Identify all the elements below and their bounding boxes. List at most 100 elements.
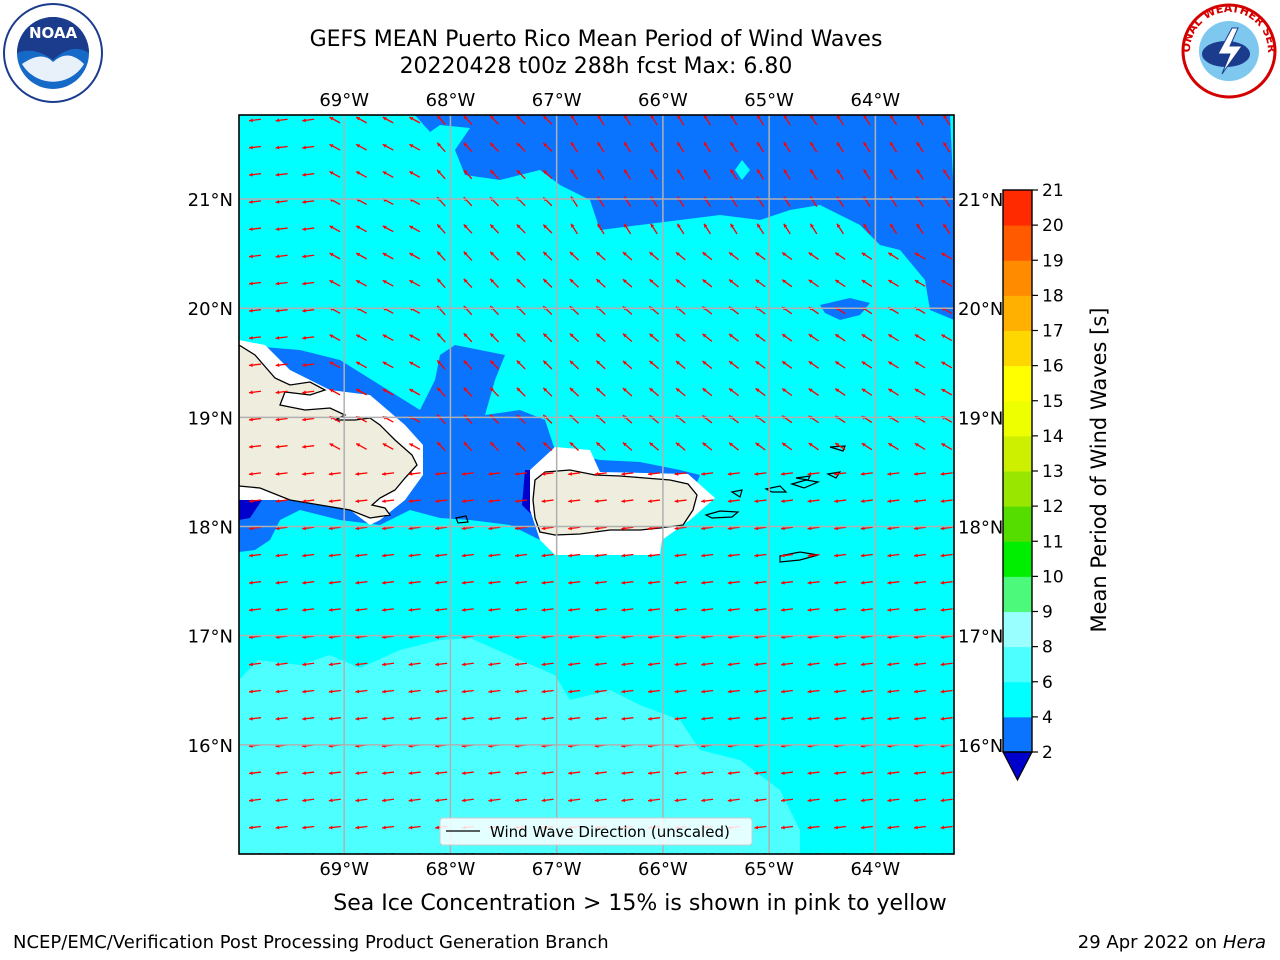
wave-vector bbox=[248, 662, 262, 667]
wave-vector bbox=[887, 662, 900, 667]
wave-vector bbox=[674, 716, 687, 721]
wave-vector bbox=[808, 388, 819, 396]
wave-vector bbox=[754, 825, 767, 830]
wave-vector bbox=[302, 662, 315, 667]
wave-vector bbox=[940, 526, 953, 531]
wave-vector bbox=[328, 499, 341, 504]
colorbar-segment bbox=[1003, 681, 1032, 718]
wave-vector bbox=[248, 118, 262, 123]
wave-vector bbox=[514, 499, 528, 504]
wave-vector bbox=[861, 279, 873, 287]
lon-label: 66°W bbox=[638, 90, 688, 111]
wave-vector bbox=[836, 141, 844, 153]
wave-vector bbox=[887, 388, 899, 396]
colorbar-tick-label: 12 bbox=[1042, 497, 1064, 517]
wave-vector bbox=[913, 771, 927, 776]
wave-vector bbox=[703, 115, 711, 126]
wave-vector bbox=[647, 662, 661, 667]
wave-vector bbox=[913, 526, 927, 531]
wave-vector bbox=[780, 825, 794, 830]
wave-vector bbox=[702, 442, 713, 451]
wave-vector bbox=[701, 553, 714, 558]
wave-vector bbox=[381, 798, 395, 803]
wave-vector bbox=[914, 279, 926, 287]
wave-vector bbox=[248, 363, 262, 368]
wave-vector bbox=[409, 442, 421, 450]
wave-vector bbox=[541, 716, 554, 721]
wave-vector bbox=[701, 580, 714, 585]
wave-vector bbox=[355, 361, 367, 369]
wave-vector bbox=[887, 771, 900, 776]
wave-vector bbox=[703, 141, 711, 153]
wave-vector bbox=[783, 168, 791, 180]
wave-vector bbox=[302, 417, 315, 422]
wave-vector bbox=[488, 499, 501, 504]
colorbar-tick-label: 4 bbox=[1042, 708, 1053, 728]
wave-vector bbox=[621, 689, 634, 694]
wave-vector bbox=[674, 499, 687, 504]
wave-vector bbox=[807, 580, 820, 585]
virgin-gorda bbox=[826, 471, 842, 479]
wave-vector bbox=[649, 251, 659, 261]
wave-vector bbox=[541, 526, 554, 531]
wave-vector bbox=[730, 115, 738, 126]
wave-vector bbox=[781, 279, 793, 288]
wave-vector bbox=[834, 388, 846, 396]
wave-vector bbox=[461, 662, 474, 667]
wave-vector bbox=[328, 553, 341, 558]
wave-vector bbox=[568, 607, 581, 612]
wave-vector bbox=[461, 499, 474, 504]
wave-vector bbox=[355, 662, 368, 667]
host-name: Hera bbox=[1222, 932, 1266, 953]
wave-vector bbox=[514, 553, 528, 558]
wave-vector bbox=[728, 251, 739, 261]
wave-vector bbox=[248, 526, 262, 531]
wave-vector bbox=[675, 360, 686, 370]
wave-vector bbox=[595, 278, 606, 288]
wave-vector bbox=[754, 689, 767, 694]
wave-vector bbox=[488, 689, 501, 694]
colorbar-segment bbox=[1003, 506, 1032, 542]
wave-vector bbox=[727, 526, 740, 531]
wave-vector bbox=[887, 442, 899, 451]
wave-vector bbox=[329, 279, 341, 287]
wave-vector bbox=[355, 553, 368, 558]
colorbar-segment bbox=[1003, 260, 1032, 296]
wave-vector bbox=[860, 771, 873, 776]
wave-vector bbox=[834, 771, 847, 776]
wave-vector bbox=[409, 361, 421, 369]
wave-vector bbox=[382, 252, 394, 260]
wave-vector bbox=[489, 278, 500, 288]
wave-vector bbox=[650, 223, 658, 235]
wave-vector bbox=[755, 251, 766, 261]
lon-label: 69°W bbox=[319, 90, 369, 111]
wave-vector bbox=[675, 442, 686, 451]
wave-vector bbox=[621, 526, 634, 531]
wave-vector bbox=[275, 798, 288, 803]
colorbar-segment bbox=[1003, 330, 1032, 367]
wave-vector bbox=[754, 662, 767, 667]
wave-vector bbox=[463, 115, 473, 125]
wave-vector bbox=[568, 771, 581, 776]
wave-vector bbox=[516, 387, 526, 397]
wave-vector bbox=[701, 607, 714, 612]
wave-vector bbox=[436, 278, 446, 289]
wave-vector bbox=[621, 716, 634, 721]
wave-vector bbox=[436, 115, 446, 125]
wave-vector bbox=[780, 716, 794, 721]
wave-vector bbox=[887, 333, 899, 342]
wave-vector bbox=[647, 771, 661, 776]
lon-labels-top: 69°W 68°W 67°W 66°W 65°W 64°W bbox=[319, 90, 900, 111]
wave-vector bbox=[676, 168, 685, 180]
wave-vector bbox=[756, 168, 765, 180]
wave-vector bbox=[302, 553, 315, 558]
wave-vector bbox=[940, 798, 953, 803]
lon-labels-bottom: 69°W 68°W 67°W 66°W 65°W 64°W bbox=[319, 859, 900, 880]
wave-vector bbox=[302, 526, 315, 531]
wave-vector bbox=[754, 607, 767, 612]
wave-vector bbox=[836, 115, 844, 126]
wave-vector bbox=[889, 141, 898, 153]
wave-vector bbox=[461, 689, 474, 694]
wave-vector bbox=[436, 441, 446, 452]
wave-vector bbox=[647, 798, 661, 803]
